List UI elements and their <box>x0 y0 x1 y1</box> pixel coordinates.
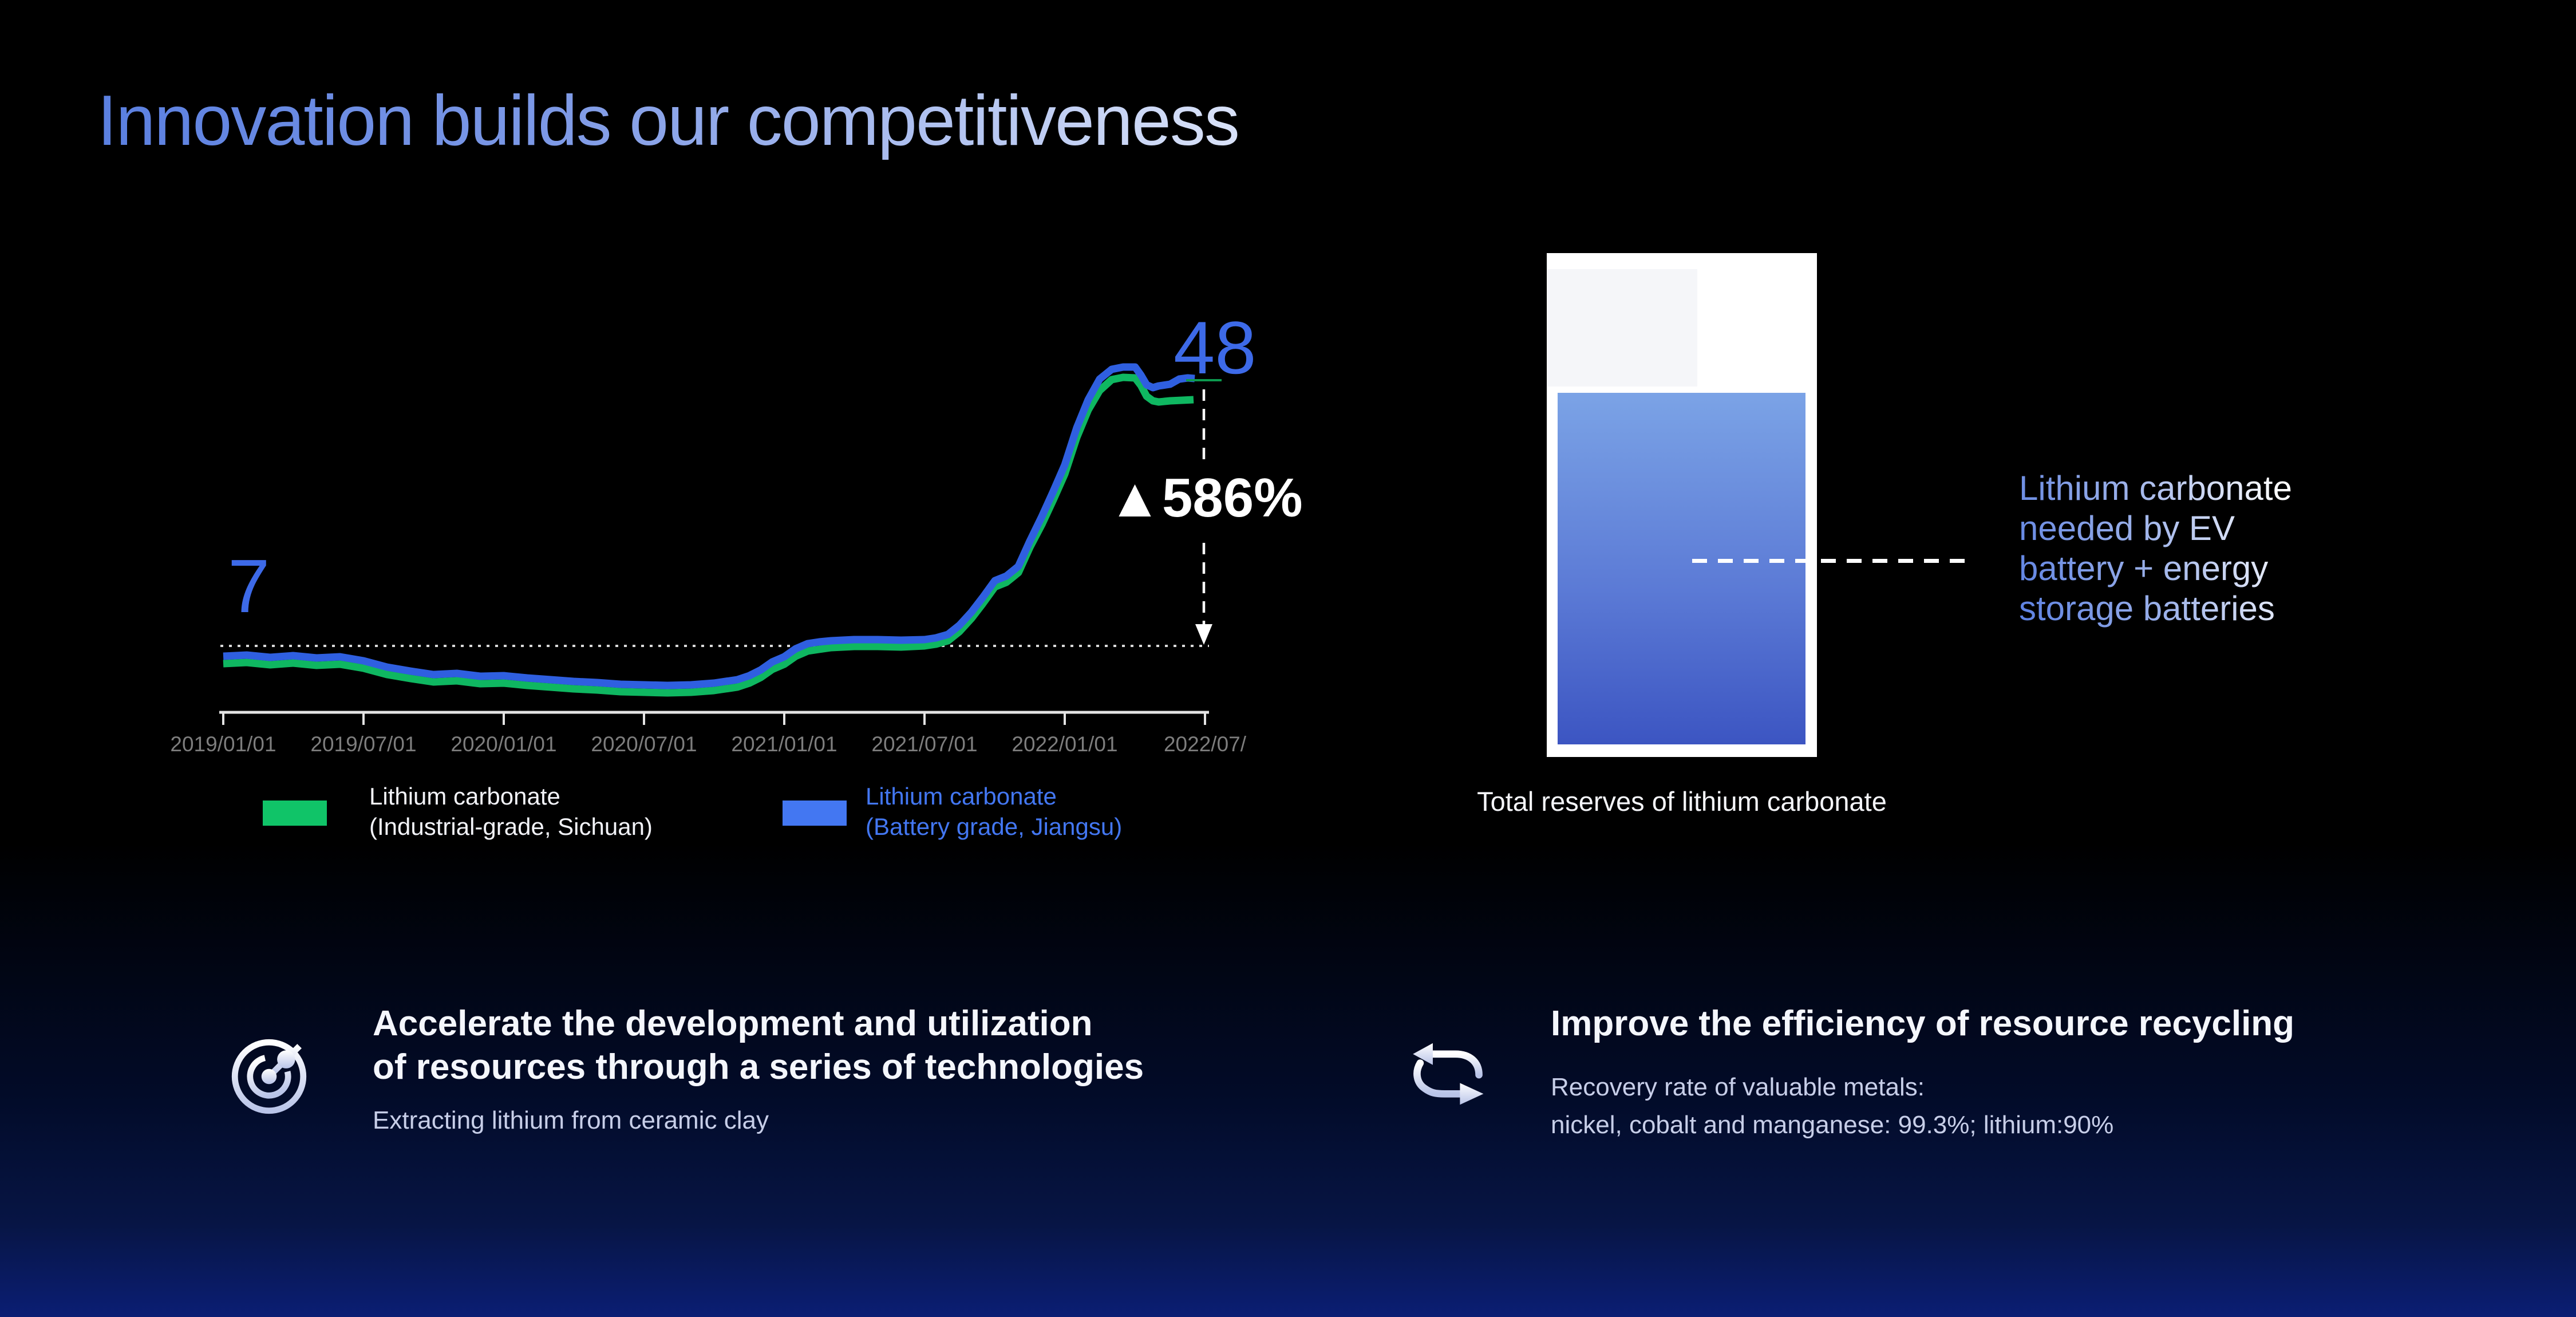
radar-icon <box>222 1029 317 1124</box>
reserve-leader-line <box>1692 559 1967 563</box>
highlight-left-heading: Accelerate the development and utilizati… <box>373 1002 1144 1089</box>
reserve-bar-sheen <box>1547 269 1697 387</box>
change-arrow-head <box>1195 624 1212 645</box>
end-value-label: 48 <box>1174 306 1257 389</box>
battery-grade-line <box>223 363 1195 689</box>
heading-line: Accelerate the development and utilizati… <box>373 1004 1093 1043</box>
highlight-right-heading: Improve the efficiency of resource recyc… <box>1551 1004 2295 1043</box>
subtext-line: nickel, cobalt and manganese: 99.3%; lit… <box>1551 1111 2114 1139</box>
reserve-annotation-line: storage batteries <box>2019 589 2275 628</box>
legend-label-line: (Industrial-grade, Sichuan) <box>369 813 653 840</box>
reserve-annotation-line: Lithium carbonate <box>2019 469 2292 507</box>
reserve-caption: Total reserves of lithium carbonate <box>1477 786 1887 817</box>
highlight-left-subtext: Extracting lithium from ceramic clay <box>373 1106 769 1134</box>
legend-item-industrial: Lithium carbonate (Industrial-grade, Sic… <box>369 781 653 842</box>
reserve-annotation: Lithium carbonate needed by EV battery +… <box>2019 468 2292 629</box>
x-axis-label: 2022/07/ <box>1164 732 1247 756</box>
highlight-right: Improve the efficiency of resource recyc… <box>1551 1002 2294 1144</box>
x-axis-label: 2021/01/01 <box>731 732 837 756</box>
legend-label-line: Lithium carbonate <box>866 783 1057 810</box>
legend-swatch-battery <box>783 801 847 826</box>
x-axis-label: 2020/01/01 <box>451 732 556 756</box>
x-axis-label: 2020/07/01 <box>591 732 697 756</box>
x-axis-label: 2019/01/01 <box>170 732 276 756</box>
industrial-grade-line <box>223 373 1194 697</box>
x-axis-label: 2022/01/01 <box>1012 732 1117 756</box>
recycle-icon <box>1405 1034 1495 1125</box>
reserve-bar-fill <box>1558 393 1805 744</box>
highlight-right-subtext: Recovery rate of valuable metals: nickel… <box>1551 1068 2294 1144</box>
start-value-label: 7 <box>228 544 270 628</box>
x-axis-label: 2019/07/01 <box>310 732 416 756</box>
highlight-left: Accelerate the development and utilizati… <box>373 1002 1144 1139</box>
change-percent-label: ▲586% <box>1108 467 1303 529</box>
heading-line: of resources through a series of technol… <box>373 1047 1144 1087</box>
reserve-bar <box>1547 253 1817 757</box>
legend-label-line: Lithium carbonate <box>369 783 560 810</box>
legend-item-battery: Lithium carbonate (Battery grade, Jiangs… <box>866 781 1122 842</box>
page-title: Innovation builds our competitiveness <box>97 81 1240 160</box>
reserve-annotation-line: needed by EV <box>2019 509 2235 547</box>
reserve-annotation-line: battery + energy <box>2019 549 2269 587</box>
x-axis-label: 2021/07/01 <box>871 732 977 756</box>
legend-label-line: (Battery grade, Jiangsu) <box>866 813 1123 840</box>
subtext-line: Recovery rate of valuable metals: <box>1551 1073 1925 1101</box>
legend-swatch-industrial <box>263 801 327 826</box>
